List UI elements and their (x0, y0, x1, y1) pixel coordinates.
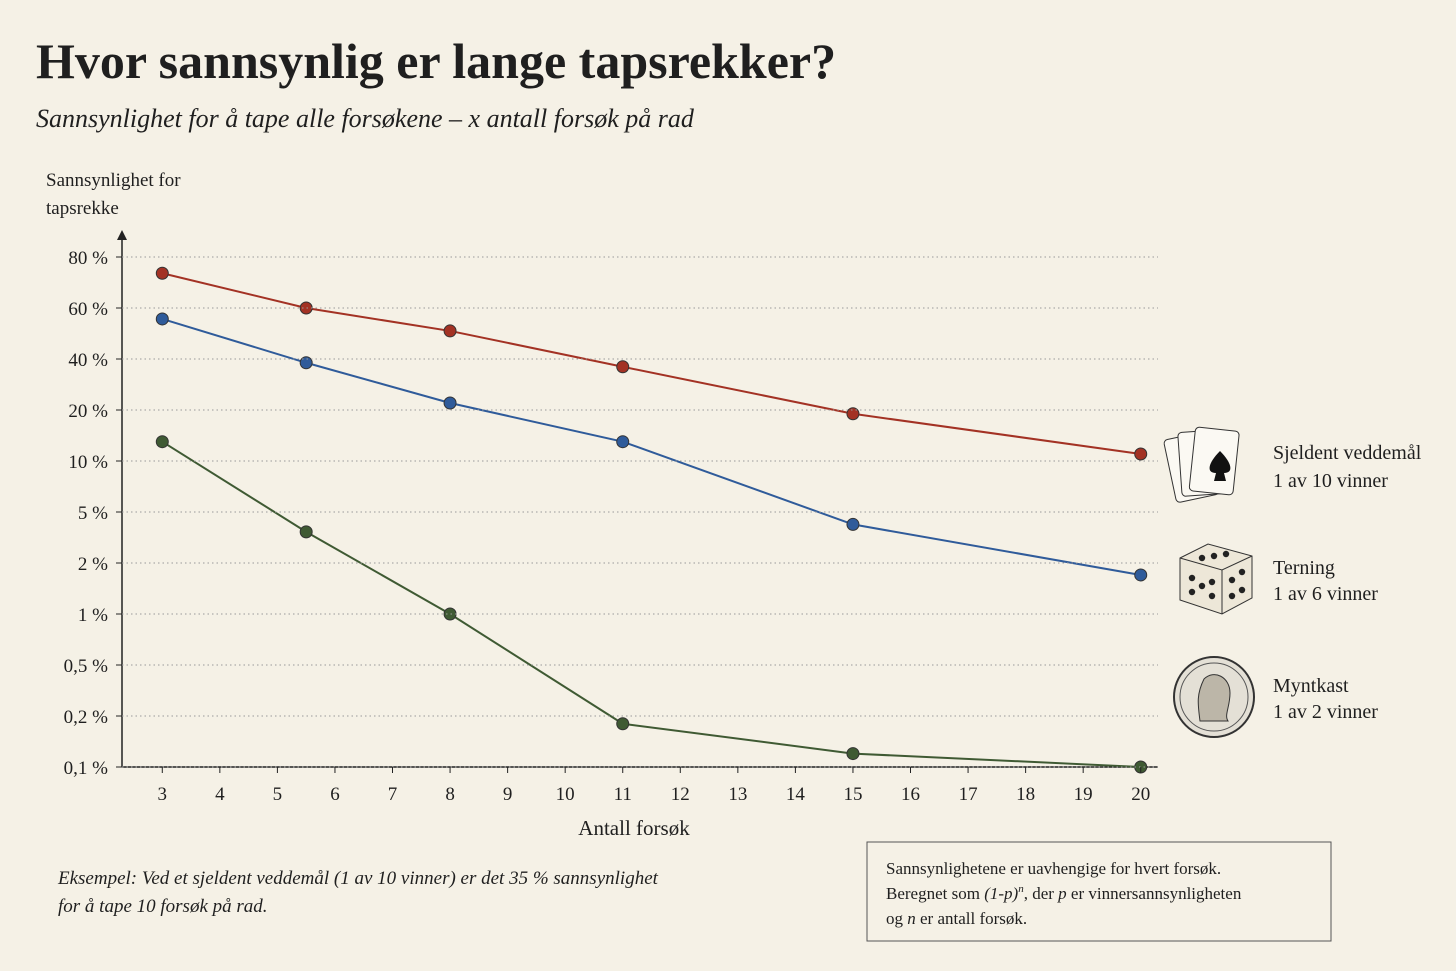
data-point (846, 747, 860, 761)
data-point (443, 607, 457, 621)
note-box (866, 841, 1332, 942)
note-part: er vinnersannsynligheten (1067, 884, 1242, 903)
die-edge (1179, 555, 1253, 614)
x-tick-label: 14 (786, 784, 806, 805)
data-point (299, 525, 313, 539)
pip (1208, 578, 1216, 586)
y-tick-label: 20 % (68, 401, 108, 422)
chart-subtitle: Sannsynlighet for å tape alle forsøkene … (36, 104, 695, 133)
pip (1210, 552, 1218, 560)
legend-icon (1179, 543, 1253, 615)
data-point (299, 301, 313, 315)
y-tick-label: 10 % (68, 452, 108, 473)
data-point (846, 407, 860, 421)
x-axis-label: Antall forsøk (578, 816, 690, 840)
legend-label: Terning (1273, 557, 1335, 579)
x-tick-label: 16 (901, 784, 920, 805)
y-tick-label: 0,2 % (64, 707, 109, 728)
chart-title: Hvor sannsynlig er lange tapsrekker? (36, 33, 836, 89)
data-point (155, 435, 169, 449)
pip (1188, 574, 1196, 582)
note-part: (1-p) (984, 884, 1018, 903)
x-tick-label: 13 (728, 784, 747, 805)
data-point (1134, 568, 1148, 582)
pip (1222, 550, 1230, 558)
legend-description: 1 av 10 vinner (1273, 470, 1388, 492)
legend-label: Sjeldent veddemål (1273, 442, 1422, 464)
series-line (162, 272, 1141, 455)
data-point (1134, 447, 1148, 461)
data-point (616, 435, 630, 449)
data-point (443, 396, 457, 410)
y-tick-label: 1 % (78, 605, 108, 626)
spade (1209, 451, 1231, 481)
x-tick-label: 7 (388, 784, 398, 805)
x-tick-label: 20 (1131, 784, 1150, 805)
x-tick-label: 19 (1074, 784, 1093, 805)
note-text: Sannsynlighetene er uavhengige for hvert… (886, 859, 1221, 878)
y-tick-label: 2 % (78, 554, 108, 575)
note-part: n (1018, 883, 1024, 895)
pip (1238, 568, 1246, 576)
x-tick-label: 8 (445, 784, 455, 805)
y-tick-label: 60 % (68, 299, 108, 320)
x-tick-label: 17 (959, 784, 978, 805)
y-axis-label: tapsrekke (46, 198, 119, 219)
pip (1228, 592, 1236, 600)
y-tick-label: 0,5 % (64, 656, 109, 677)
x-tick-label: 3 (158, 784, 168, 805)
pip (1188, 588, 1196, 596)
plot-area (155, 266, 1148, 774)
data-point (155, 266, 169, 280)
pip (1198, 582, 1206, 590)
x-tick-label: 9 (503, 784, 513, 805)
data-point (616, 717, 630, 731)
pip (1238, 586, 1246, 594)
series-line (161, 317, 1141, 576)
legend-description: 1 av 6 vinner (1273, 583, 1378, 605)
note-text: Beregnet som (1-p)n, der p er vinnersann… (886, 883, 1242, 903)
y-axis-label: Sannsynlighet for (46, 170, 181, 191)
y-tick-label: 5 % (78, 503, 108, 524)
x-tick-label: 6 (330, 784, 340, 805)
data-point (155, 312, 169, 326)
x-tick-label: 5 (273, 784, 283, 805)
y-tick-label: 0,1 % (64, 758, 109, 779)
note-text: og n er antall forsøk. (886, 909, 1027, 928)
profile (1197, 674, 1231, 722)
data-point (846, 517, 860, 531)
data-point (299, 356, 313, 370)
legend-label: Myntkast (1273, 675, 1349, 697)
note-part: og (886, 909, 907, 928)
x-tick-label: 4 (215, 784, 225, 805)
example-text: Eksempel: Ved et sjeldent veddemål (1 av… (57, 868, 659, 889)
series-line (161, 440, 1141, 768)
note-part: p (1057, 884, 1067, 903)
y-axis-arrow (117, 230, 127, 240)
example-text: for å tape 10 forsøk på rad. (58, 896, 268, 917)
coin-rim (1179, 662, 1249, 732)
x-tick-label: 11 (614, 784, 632, 805)
legend-description: 1 av 2 vinner (1273, 701, 1378, 723)
note-part: Beregnet som (886, 884, 984, 903)
data-point (616, 360, 630, 374)
legend-icon (1173, 656, 1255, 738)
y-tick-label: 80 % (68, 248, 108, 269)
x-tick-label: 12 (671, 784, 690, 805)
pip (1198, 554, 1206, 562)
x-tick-label: 10 (556, 784, 575, 805)
note-part: er antall forsøk. (916, 909, 1027, 928)
x-tick-label: 15 (843, 784, 862, 805)
data-point (443, 324, 457, 338)
y-tick-label: 40 % (68, 350, 108, 371)
pip (1228, 576, 1236, 584)
note-part: n (907, 909, 916, 928)
note-part: , der (1024, 884, 1058, 903)
legend-icon (1163, 426, 1240, 503)
pip (1208, 592, 1216, 600)
x-tick-label: 18 (1016, 784, 1035, 805)
